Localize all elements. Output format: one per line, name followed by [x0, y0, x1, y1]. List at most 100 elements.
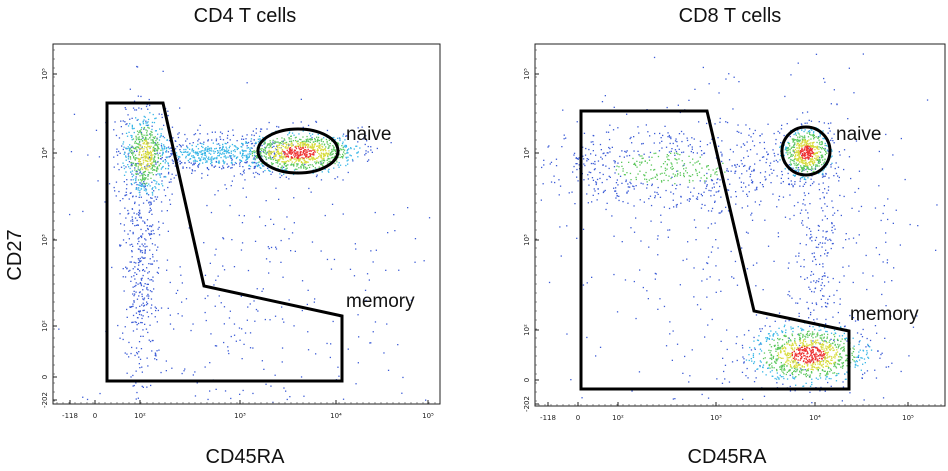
- event-dot: [130, 280, 132, 282]
- event-dot: [300, 151, 302, 153]
- event-dot: [818, 156, 820, 158]
- event-dot: [543, 164, 545, 166]
- event-dot: [788, 164, 790, 166]
- event-dot: [809, 144, 811, 146]
- event-dot: [656, 191, 658, 194]
- event-dot: [305, 162, 307, 164]
- event-dot: [137, 162, 139, 165]
- event-dot: [298, 160, 300, 162]
- event-dot: [305, 151, 307, 153]
- event-dot: [116, 151, 118, 153]
- event-dot: [638, 154, 640, 156]
- event-dot: [843, 168, 845, 171]
- event-dot: [649, 195, 652, 197]
- event-dot: [265, 156, 267, 158]
- event-dot: [789, 149, 791, 151]
- event-dot: [815, 136, 817, 138]
- event-dot: [283, 164, 285, 166]
- event-dot: [146, 219, 149, 221]
- event-dot: [803, 178, 805, 180]
- event-dot: [167, 110, 169, 112]
- event-dot: [127, 153, 129, 155]
- event-dot: [270, 162, 273, 164]
- event-dot: [119, 337, 121, 339]
- event-dot: [131, 145, 133, 147]
- event-dot: [268, 152, 271, 154]
- event-dot: [185, 148, 187, 151]
- event-dot: [155, 163, 157, 165]
- event-dot: [264, 152, 266, 154]
- event-dot: [777, 153, 779, 156]
- event-dot: [736, 130, 738, 133]
- event-dot: [669, 229, 671, 231]
- event-dot: [356, 152, 359, 154]
- event-dot: [540, 199, 542, 201]
- event-dot: [833, 294, 835, 296]
- event-dot: [121, 133, 124, 135]
- event-dot: [776, 206, 778, 208]
- event-dot: [609, 176, 611, 178]
- event-dot: [801, 156, 803, 158]
- event-dot: [804, 194, 806, 197]
- event-dot: [806, 146, 808, 148]
- event-dot: [816, 146, 818, 148]
- event-dot: [314, 137, 316, 140]
- event-dot: [805, 356, 807, 358]
- event-dot: [762, 289, 764, 291]
- event-dot: [810, 138, 812, 140]
- event-dot: [811, 157, 813, 159]
- event-dot: [749, 149, 752, 151]
- event-dot: [822, 159, 824, 161]
- event-dot: [318, 139, 321, 142]
- event-dot: [709, 276, 711, 278]
- event-dot: [581, 397, 583, 399]
- event-dot: [151, 243, 154, 245]
- event-dot: [222, 160, 224, 162]
- event-dot: [322, 162, 324, 164]
- event-dot: [146, 182, 148, 184]
- event-dot: [709, 142, 711, 144]
- event-dot: [609, 151, 611, 153]
- event-dot: [160, 134, 162, 137]
- event-dot: [117, 324, 119, 327]
- event-dot: [311, 164, 313, 166]
- event-dot: [842, 266, 844, 268]
- event-dot: [143, 155, 145, 157]
- event-dot: [134, 217, 137, 219]
- event-dot: [626, 191, 628, 193]
- event-dot: [141, 167, 143, 169]
- event-dot: [706, 278, 708, 280]
- event-dot: [284, 147, 286, 149]
- event-dot: [234, 149, 236, 151]
- event-dot: [725, 121, 727, 123]
- event-dot: [364, 154, 366, 156]
- event-dot: [637, 173, 639, 175]
- event-dot: [683, 172, 685, 175]
- event-dot: [311, 137, 313, 139]
- event-dot: [181, 154, 184, 156]
- event-dot: [297, 145, 299, 147]
- event-dot: [810, 274, 812, 276]
- event-dot: [125, 132, 128, 134]
- event-dot: [137, 262, 140, 264]
- event-dot: [240, 295, 242, 297]
- event-dot: [588, 171, 590, 173]
- event-dot: [881, 168, 884, 170]
- event-dot: [587, 174, 589, 176]
- event-dot: [727, 178, 729, 181]
- event-dot: [162, 70, 164, 72]
- event-dot: [794, 133, 797, 135]
- event-dot: [315, 353, 317, 355]
- event-dot: [209, 362, 211, 364]
- event-dot: [786, 146, 788, 149]
- event-dot: [573, 154, 575, 156]
- event-dot: [347, 156, 349, 158]
- event-dot: [148, 153, 150, 155]
- event-dot: [317, 157, 319, 159]
- event-dot: [828, 295, 831, 297]
- event-dot: [146, 160, 148, 162]
- event-dot: [833, 302, 835, 304]
- event-dot: [159, 173, 161, 175]
- event-dot: [337, 366, 339, 368]
- event-dot: [144, 174, 147, 176]
